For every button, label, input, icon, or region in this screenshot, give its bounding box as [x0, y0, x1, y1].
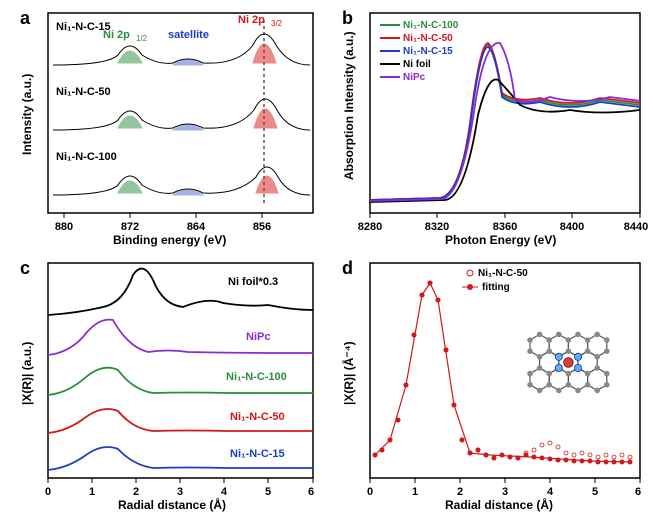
svg-text:3: 3 — [502, 486, 508, 498]
panel-d-chart: 0 1 2 3 4 5 6 — [330, 255, 648, 510]
panel-d-xlabel: Radial distance (Å) — [445, 498, 553, 512]
svg-text:Ni 2p: Ni 2p — [238, 14, 265, 26]
svg-text:6: 6 — [308, 486, 314, 498]
svg-text:Ni foil*0.3: Ni foil*0.3 — [228, 276, 278, 288]
svg-text:Ni₁-N-C-50: Ni₁-N-C-50 — [56, 86, 111, 98]
svg-text:Ni₁-N-C-50: Ni₁-N-C-50 — [478, 268, 528, 279]
svg-text:NiPc: NiPc — [246, 331, 270, 343]
panel-d: d 0 1 2 3 4 5 6 — [330, 255, 648, 510]
svg-text:Ni foil: Ni foil — [403, 59, 431, 70]
svg-text:Ni₁-N-C-50: Ni₁-N-C-50 — [403, 33, 453, 44]
svg-text:satellite: satellite — [168, 29, 209, 41]
svg-text:8280: 8280 — [358, 221, 382, 233]
svg-text:5: 5 — [592, 486, 598, 498]
svg-text:2: 2 — [133, 486, 139, 498]
panel-a-xlabel: Binding energy (eV) — [113, 233, 226, 247]
panel-d-ylabel: |X(R)| (Å⁻⁴) — [342, 341, 356, 405]
svg-text:Ni 2p: Ni 2p — [103, 29, 130, 41]
svg-text:1: 1 — [412, 486, 418, 498]
svg-text:0: 0 — [45, 486, 51, 498]
panel-c: c 0 1 2 3 4 5 6 Ni foil*0.3 NiPc Ni₁-N-C… — [8, 255, 323, 510]
svg-text:856: 856 — [253, 221, 271, 233]
panel-a-chart: 880 872 864 856 Ni₁-N-C-15 Ni 2p1/2 sate… — [8, 5, 323, 245]
svg-text:6: 6 — [635, 486, 641, 498]
svg-text:4: 4 — [221, 486, 228, 498]
panel-c-xlabel: Radial distance (Å) — [118, 498, 226, 512]
svg-text:Ni₁-N-C-100: Ni₁-N-C-100 — [56, 151, 117, 163]
svg-text:NiPc: NiPc — [403, 72, 426, 83]
panel-c-chart: 0 1 2 3 4 5 6 Ni foil*0.3 NiPc Ni₁-N-C-1… — [8, 255, 323, 510]
panel-b-ylabel: Absorption Intensity (a.u.) — [342, 31, 356, 180]
svg-text:fitting: fitting — [482, 282, 510, 293]
svg-text:Ni₁-N-C-15: Ni₁-N-C-15 — [230, 448, 285, 460]
panel-b-label: b — [342, 8, 353, 29]
svg-text:0: 0 — [367, 486, 373, 498]
panel-b-xlabel: Photon Energy (eV) — [445, 233, 556, 247]
svg-text:8440: 8440 — [624, 221, 648, 233]
svg-text:3: 3 — [177, 486, 183, 498]
panel-a-ylabel: Intensity (a.u.) — [20, 74, 34, 155]
svg-text:4: 4 — [547, 486, 554, 498]
inset-structure — [527, 332, 609, 394]
svg-text:8360: 8360 — [493, 221, 517, 233]
panel-a-label: a — [20, 8, 30, 29]
svg-text:Ni₁-N-C-15: Ni₁-N-C-15 — [403, 46, 453, 57]
svg-text:5: 5 — [265, 486, 271, 498]
svg-text:8320: 8320 — [425, 221, 449, 233]
svg-text:2: 2 — [457, 486, 463, 498]
panel-c-label: c — [20, 258, 30, 279]
svg-text:880: 880 — [55, 221, 73, 233]
svg-text:864: 864 — [187, 221, 206, 233]
svg-text:1/2: 1/2 — [136, 34, 148, 43]
svg-text:3/2: 3/2 — [271, 19, 283, 28]
panel-b-chart: 8280 8320 8360 8400 8440 Ni₁-N-C-100 Ni₁… — [330, 5, 648, 245]
panel-c-ylabel: |X(R)| (a.u.) — [20, 342, 34, 405]
svg-text:Ni₁-N-C-50: Ni₁-N-C-50 — [230, 411, 285, 423]
svg-text:Ni₁-N-C-100: Ni₁-N-C-100 — [226, 371, 287, 383]
svg-text:872: 872 — [121, 221, 139, 233]
svg-text:1: 1 — [89, 486, 95, 498]
panel-a: a 880 872 864 856 Ni₁-N-C-15 Ni 2p1/2 sa… — [8, 5, 323, 245]
svg-text:Ni₁-N-C-100: Ni₁-N-C-100 — [403, 20, 459, 31]
panel-d-label: d — [342, 258, 353, 279]
svg-text:8400: 8400 — [560, 221, 584, 233]
panel-b: b 8280 8320 8360 8400 8440 Ni₁-N-C-100 N… — [330, 5, 648, 245]
